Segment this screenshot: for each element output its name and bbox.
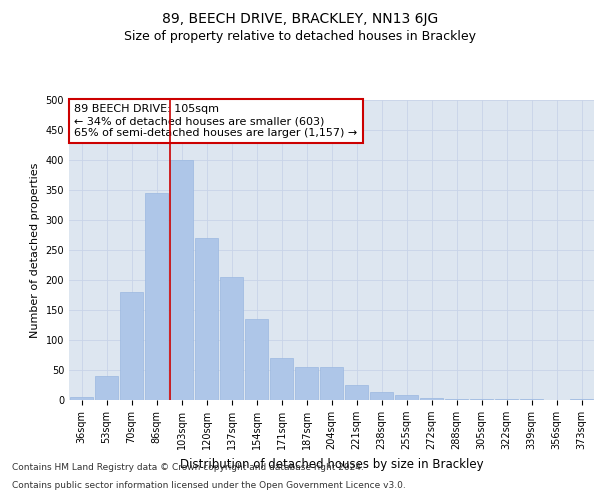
Text: Size of property relative to detached houses in Brackley: Size of property relative to detached ho… — [124, 30, 476, 43]
X-axis label: Distribution of detached houses by size in Brackley: Distribution of detached houses by size … — [179, 458, 484, 470]
Bar — [395, 395, 418, 400]
Bar — [245, 319, 268, 400]
Text: 89 BEECH DRIVE: 105sqm
← 34% of detached houses are smaller (603)
65% of semi-de: 89 BEECH DRIVE: 105sqm ← 34% of detached… — [74, 104, 358, 138]
Bar — [345, 385, 368, 400]
Bar — [170, 160, 193, 400]
Text: Contains public sector information licensed under the Open Government Licence v3: Contains public sector information licen… — [12, 481, 406, 490]
Bar — [220, 277, 243, 400]
Text: Contains HM Land Registry data © Crown copyright and database right 2024.: Contains HM Land Registry data © Crown c… — [12, 464, 364, 472]
Bar — [95, 376, 118, 400]
Bar — [445, 399, 468, 400]
Bar — [570, 399, 593, 400]
Bar — [70, 397, 93, 400]
Bar — [295, 367, 318, 400]
Text: 89, BEECH DRIVE, BRACKLEY, NN13 6JG: 89, BEECH DRIVE, BRACKLEY, NN13 6JG — [162, 12, 438, 26]
Y-axis label: Number of detached properties: Number of detached properties — [30, 162, 40, 338]
Bar — [370, 392, 393, 400]
Bar — [195, 238, 218, 400]
Bar — [270, 358, 293, 400]
Bar — [420, 398, 443, 400]
Bar — [145, 193, 168, 400]
Bar — [320, 367, 343, 400]
Bar — [120, 292, 143, 400]
